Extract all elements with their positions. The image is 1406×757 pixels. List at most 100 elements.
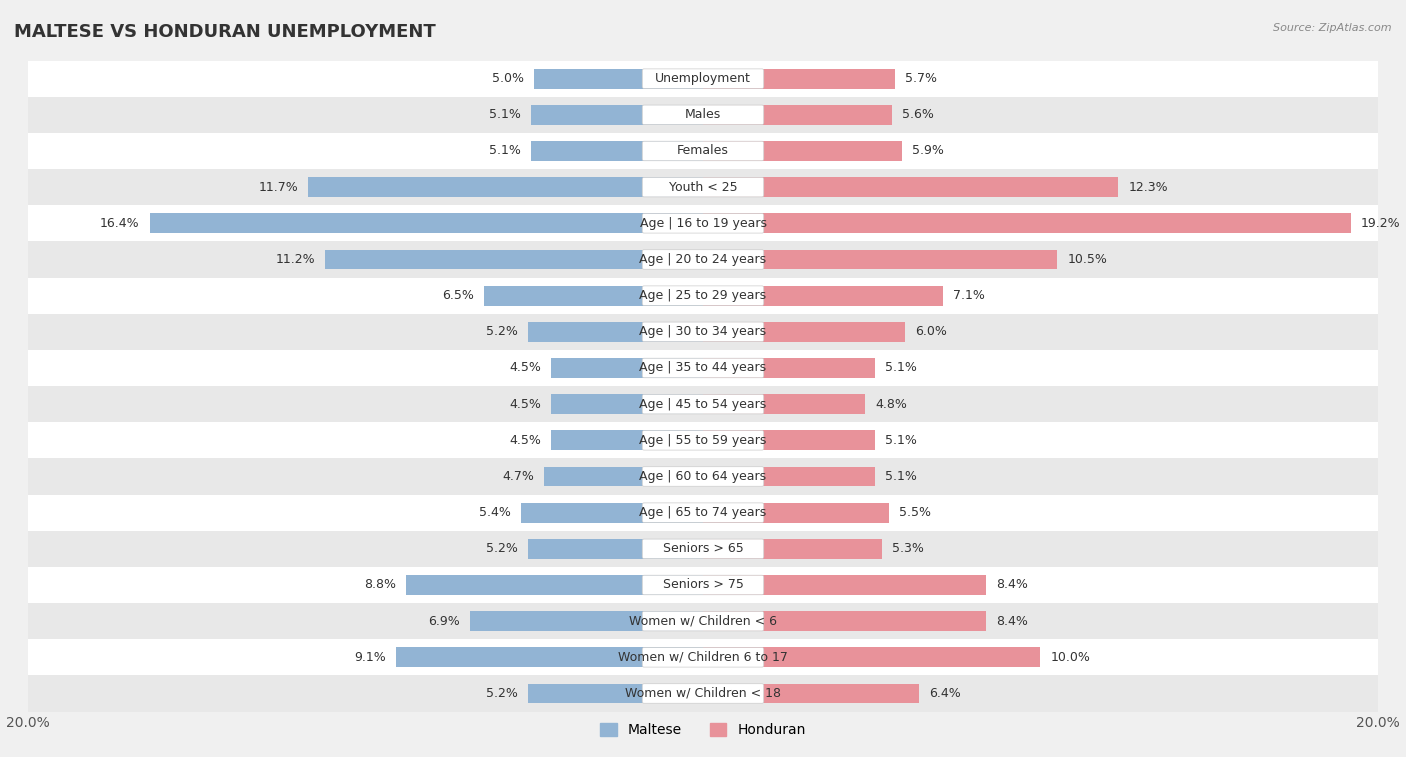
Bar: [28, 603, 1378, 639]
FancyBboxPatch shape: [643, 250, 763, 269]
Text: 9.1%: 9.1%: [354, 651, 385, 664]
Text: Seniors > 65: Seniors > 65: [662, 542, 744, 556]
Text: 11.7%: 11.7%: [259, 181, 298, 194]
Text: 8.4%: 8.4%: [997, 615, 1028, 628]
Text: Seniors > 75: Seniors > 75: [662, 578, 744, 591]
FancyBboxPatch shape: [643, 431, 763, 450]
Text: 4.5%: 4.5%: [509, 362, 541, 375]
Text: 5.4%: 5.4%: [479, 506, 510, 519]
Bar: [703, 611, 987, 631]
FancyBboxPatch shape: [643, 142, 763, 160]
Bar: [520, 503, 703, 522]
Bar: [703, 466, 875, 487]
Text: 6.4%: 6.4%: [929, 687, 960, 700]
Text: 7.1%: 7.1%: [953, 289, 984, 302]
FancyBboxPatch shape: [643, 286, 763, 305]
Bar: [28, 133, 1378, 169]
Text: 19.2%: 19.2%: [1361, 217, 1400, 230]
Text: Age | 16 to 19 years: Age | 16 to 19 years: [640, 217, 766, 230]
Bar: [703, 503, 889, 522]
Text: 5.7%: 5.7%: [905, 72, 938, 85]
Bar: [527, 322, 703, 341]
Text: 5.2%: 5.2%: [485, 687, 517, 700]
Text: 16.4%: 16.4%: [100, 217, 139, 230]
Text: 5.3%: 5.3%: [891, 542, 924, 556]
Text: Males: Males: [685, 108, 721, 121]
Bar: [551, 394, 703, 414]
Text: Age | 35 to 44 years: Age | 35 to 44 years: [640, 362, 766, 375]
Bar: [703, 213, 1351, 233]
Bar: [703, 322, 905, 341]
Text: Age | 45 to 54 years: Age | 45 to 54 years: [640, 397, 766, 410]
FancyBboxPatch shape: [643, 358, 763, 378]
Text: 4.5%: 4.5%: [509, 434, 541, 447]
Bar: [703, 69, 896, 89]
Bar: [703, 394, 865, 414]
Text: 10.5%: 10.5%: [1067, 253, 1108, 266]
Legend: Maltese, Honduran: Maltese, Honduran: [600, 723, 806, 737]
Bar: [551, 358, 703, 378]
FancyBboxPatch shape: [643, 612, 763, 631]
Bar: [28, 675, 1378, 712]
Bar: [703, 539, 882, 559]
Text: 8.4%: 8.4%: [997, 578, 1028, 591]
Text: Age | 55 to 59 years: Age | 55 to 59 years: [640, 434, 766, 447]
Bar: [28, 241, 1378, 278]
Text: 6.0%: 6.0%: [915, 326, 948, 338]
Text: 5.2%: 5.2%: [485, 542, 517, 556]
Bar: [531, 105, 703, 125]
FancyBboxPatch shape: [643, 394, 763, 414]
Text: Age | 60 to 64 years: Age | 60 to 64 years: [640, 470, 766, 483]
Bar: [703, 575, 987, 595]
Text: 5.6%: 5.6%: [903, 108, 934, 121]
Bar: [28, 61, 1378, 97]
Text: 5.0%: 5.0%: [492, 72, 524, 85]
Text: 10.0%: 10.0%: [1050, 651, 1091, 664]
Text: Youth < 25: Youth < 25: [669, 181, 737, 194]
FancyBboxPatch shape: [643, 647, 763, 667]
Bar: [527, 684, 703, 703]
Bar: [396, 647, 703, 667]
Bar: [703, 105, 891, 125]
FancyBboxPatch shape: [643, 575, 763, 595]
Text: 12.3%: 12.3%: [1128, 181, 1168, 194]
Text: 5.1%: 5.1%: [886, 434, 917, 447]
Text: 5.5%: 5.5%: [898, 506, 931, 519]
Bar: [703, 358, 875, 378]
Bar: [149, 213, 703, 233]
Bar: [28, 350, 1378, 386]
FancyBboxPatch shape: [643, 105, 763, 125]
FancyBboxPatch shape: [643, 322, 763, 341]
FancyBboxPatch shape: [643, 177, 763, 197]
Text: 4.5%: 4.5%: [509, 397, 541, 410]
Bar: [28, 278, 1378, 313]
Text: MALTESE VS HONDURAN UNEMPLOYMENT: MALTESE VS HONDURAN UNEMPLOYMENT: [14, 23, 436, 41]
Text: Age | 65 to 74 years: Age | 65 to 74 years: [640, 506, 766, 519]
Bar: [703, 250, 1057, 269]
Bar: [28, 459, 1378, 494]
FancyBboxPatch shape: [643, 467, 763, 486]
Text: Age | 20 to 24 years: Age | 20 to 24 years: [640, 253, 766, 266]
Text: 6.9%: 6.9%: [429, 615, 460, 628]
Bar: [703, 177, 1118, 197]
Bar: [308, 177, 703, 197]
Text: 5.1%: 5.1%: [886, 362, 917, 375]
Bar: [534, 69, 703, 89]
Bar: [551, 431, 703, 450]
Bar: [28, 422, 1378, 459]
Bar: [527, 539, 703, 559]
FancyBboxPatch shape: [643, 684, 763, 703]
Text: 8.8%: 8.8%: [364, 578, 396, 591]
Text: Source: ZipAtlas.com: Source: ZipAtlas.com: [1274, 23, 1392, 33]
Bar: [28, 531, 1378, 567]
Text: 6.5%: 6.5%: [441, 289, 474, 302]
Bar: [703, 141, 903, 161]
Bar: [325, 250, 703, 269]
Text: Age | 30 to 34 years: Age | 30 to 34 years: [640, 326, 766, 338]
Text: Females: Females: [678, 145, 728, 157]
Bar: [703, 431, 875, 450]
Text: Women w/ Children < 6: Women w/ Children < 6: [628, 615, 778, 628]
Text: Unemployment: Unemployment: [655, 72, 751, 85]
Text: Age | 25 to 29 years: Age | 25 to 29 years: [640, 289, 766, 302]
Text: Women w/ Children < 18: Women w/ Children < 18: [626, 687, 780, 700]
